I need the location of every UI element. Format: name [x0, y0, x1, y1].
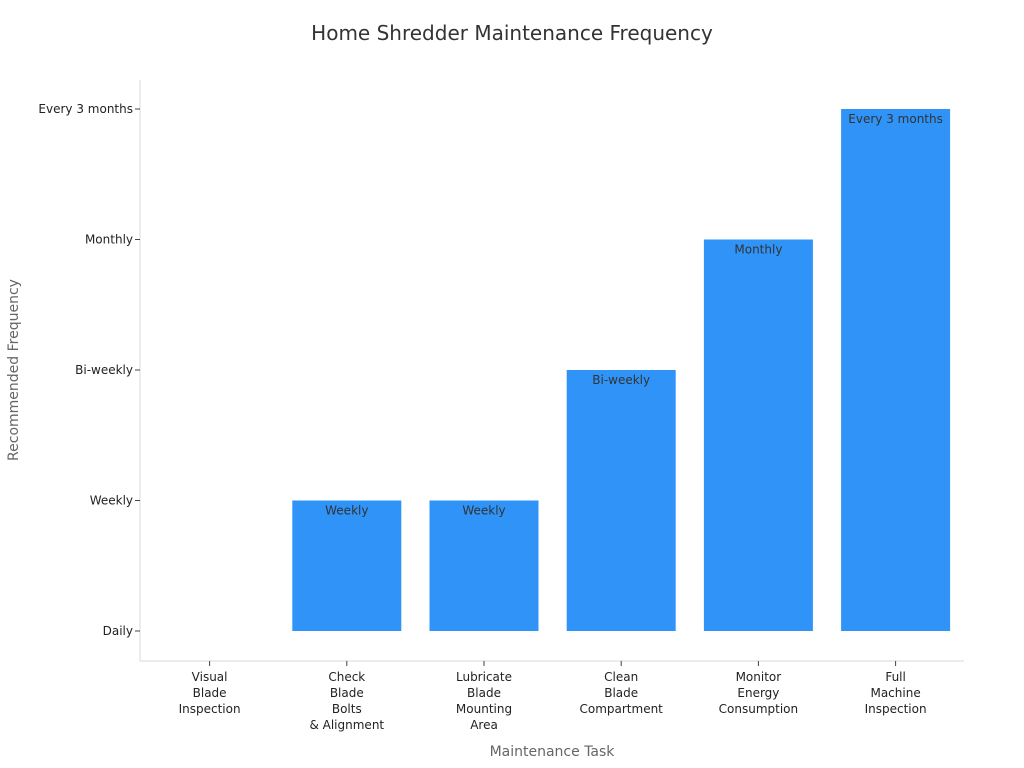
x-tick-label: Lubricate Blade Mounting Area — [456, 670, 512, 732]
x-tick-label-line: Inspection — [865, 702, 927, 716]
x-tick-label-line: Machine — [870, 686, 920, 700]
x-tick-label: Visual Blade Inspection — [179, 670, 241, 716]
y-tick-label: Monthly — [85, 233, 133, 247]
x-tick-label-line: Inspection — [179, 702, 241, 716]
x-tick-label: Clean Blade Compartment — [579, 670, 663, 716]
x-tick-label-line: & Alignment — [309, 718, 384, 732]
y-tick-label: Daily — [103, 624, 133, 638]
x-tick-label: Check Blade Bolts & Alignment — [309, 670, 384, 732]
bar — [703, 239, 813, 631]
x-tick-label-line: Energy — [737, 686, 779, 700]
bar-value-label: Weekly — [462, 504, 505, 518]
x-axis-title: Maintenance Task — [490, 744, 616, 760]
y-tick-label: Weekly — [90, 494, 133, 508]
x-tick-label-line: Blade — [467, 686, 501, 700]
x-tick-label-line: Monitor — [736, 670, 782, 684]
x-tick-label-line: Compartment — [579, 702, 663, 716]
chart-title: Home Shredder Maintenance Frequency — [311, 21, 713, 45]
bar-value-label: Weekly — [325, 504, 368, 518]
x-tick-label-line: Lubricate — [456, 670, 512, 684]
x-tick-label-line: Blade — [330, 686, 364, 700]
x-tick-label-line: Visual — [192, 670, 228, 684]
x-tick-label-line: Check — [328, 670, 365, 684]
x-tick-label-line: Full — [885, 670, 906, 684]
x-tick-label-line: Blade — [604, 686, 638, 700]
bar-value-label: Every 3 months — [848, 112, 943, 126]
y-axis-ticks: Daily Weekly Bi-weekly Monthly Every 3 month… — [38, 102, 140, 638]
bar — [292, 500, 402, 631]
bar — [841, 109, 951, 631]
x-axis-ticks: Visual Blade Inspection Check Blade Bolts & Al… — [179, 661, 927, 732]
x-tick-label-line: Consumption — [719, 702, 798, 716]
bar-value-label: Monthly — [734, 243, 782, 257]
y-tick-label: Bi-weekly — [75, 363, 133, 377]
bar — [429, 500, 539, 631]
x-tick-label-line: Mounting — [456, 702, 512, 716]
bars-group: Weekly Weekly Bi-weekly Monthly Every 3 mont… — [292, 109, 951, 631]
x-tick-label-line: Bolts — [332, 702, 362, 716]
y-axis-title: Recommended Frequency — [6, 279, 22, 461]
bar — [566, 370, 676, 631]
y-tick-label: Every 3 months — [38, 102, 133, 116]
x-tick-label-line: Area — [470, 718, 498, 732]
x-tick-label: Full Machine Inspection — [865, 670, 927, 716]
x-tick-label-line: Clean — [604, 670, 638, 684]
x-tick-label-line: Blade — [193, 686, 227, 700]
x-tick-label: Monitor Energy Consumption — [719, 670, 798, 716]
bar-value-label: Bi-weekly — [592, 373, 650, 387]
